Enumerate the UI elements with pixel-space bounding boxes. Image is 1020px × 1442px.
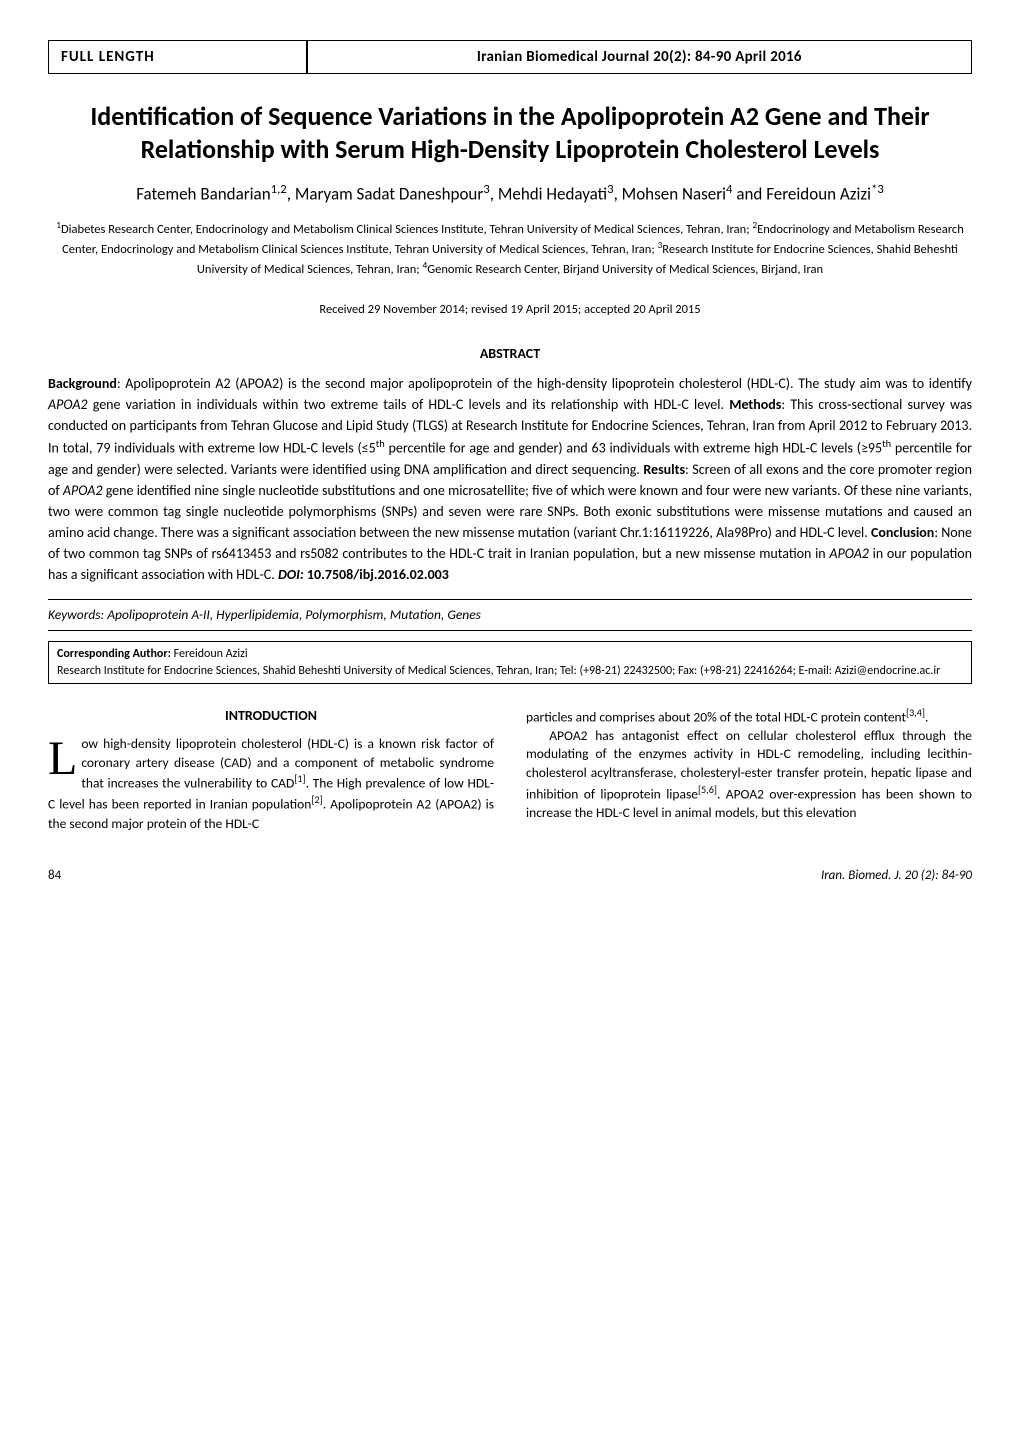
introduction-heading: INTRODUCTION xyxy=(48,706,494,725)
corresponding-head: Corresponding Author: xyxy=(57,647,171,661)
abstract-body: Background: Apolipoprotein A2 (APOA2) is… xyxy=(48,373,972,585)
corresponding-body: Research Institute for Endocrine Science… xyxy=(57,664,940,678)
header-row: FULL LENGTH Iranian Biomedical Journal 2… xyxy=(48,40,972,74)
abstract-heading: ABSTRACT xyxy=(48,345,972,364)
keywords-line: Keywords: Apolipoprotein A-II, Hyperlipi… xyxy=(48,599,972,631)
affiliations: 1Diabetes Research Center, Endocrinology… xyxy=(48,219,972,280)
intro-left-text: Low high-density lipoprotein cholesterol… xyxy=(48,735,494,833)
journal-header: Iranian Biomedical Journal 20(2): 84-90 … xyxy=(307,40,972,74)
corresponding-name: Fereidoun Azizi xyxy=(174,647,248,661)
corresponding-author-box: Corresponding Author: Fereidoun Azizi Re… xyxy=(48,641,972,683)
body-columns: INTRODUCTION Low high-density lipoprotei… xyxy=(48,706,972,833)
intro-right-text: particles and comprises about 20% of the… xyxy=(526,706,972,823)
section-label: FULL LENGTH xyxy=(48,40,307,74)
keywords-text: Apolipoprotein A-II, Hyperlipidemia, Pol… xyxy=(107,606,481,623)
footer-journal: Iran. Biomed. J. 20 (2): 84-90 xyxy=(821,867,972,885)
right-column: particles and comprises about 20% of the… xyxy=(526,706,972,833)
received-dates: Received 29 November 2014; revised 19 Ap… xyxy=(48,302,972,319)
author-list: Fatemeh Bandarian1,2, Maryam Sadat Danes… xyxy=(48,181,972,207)
page-footer: 84 Iran. Biomed. J. 20 (2): 84-90 xyxy=(48,867,972,885)
keywords-label: Keywords: xyxy=(48,606,104,623)
page-number: 84 xyxy=(48,867,61,885)
left-column: INTRODUCTION Low high-density lipoprotei… xyxy=(48,706,494,833)
article-title: Identification of Sequence Variations in… xyxy=(48,100,972,165)
